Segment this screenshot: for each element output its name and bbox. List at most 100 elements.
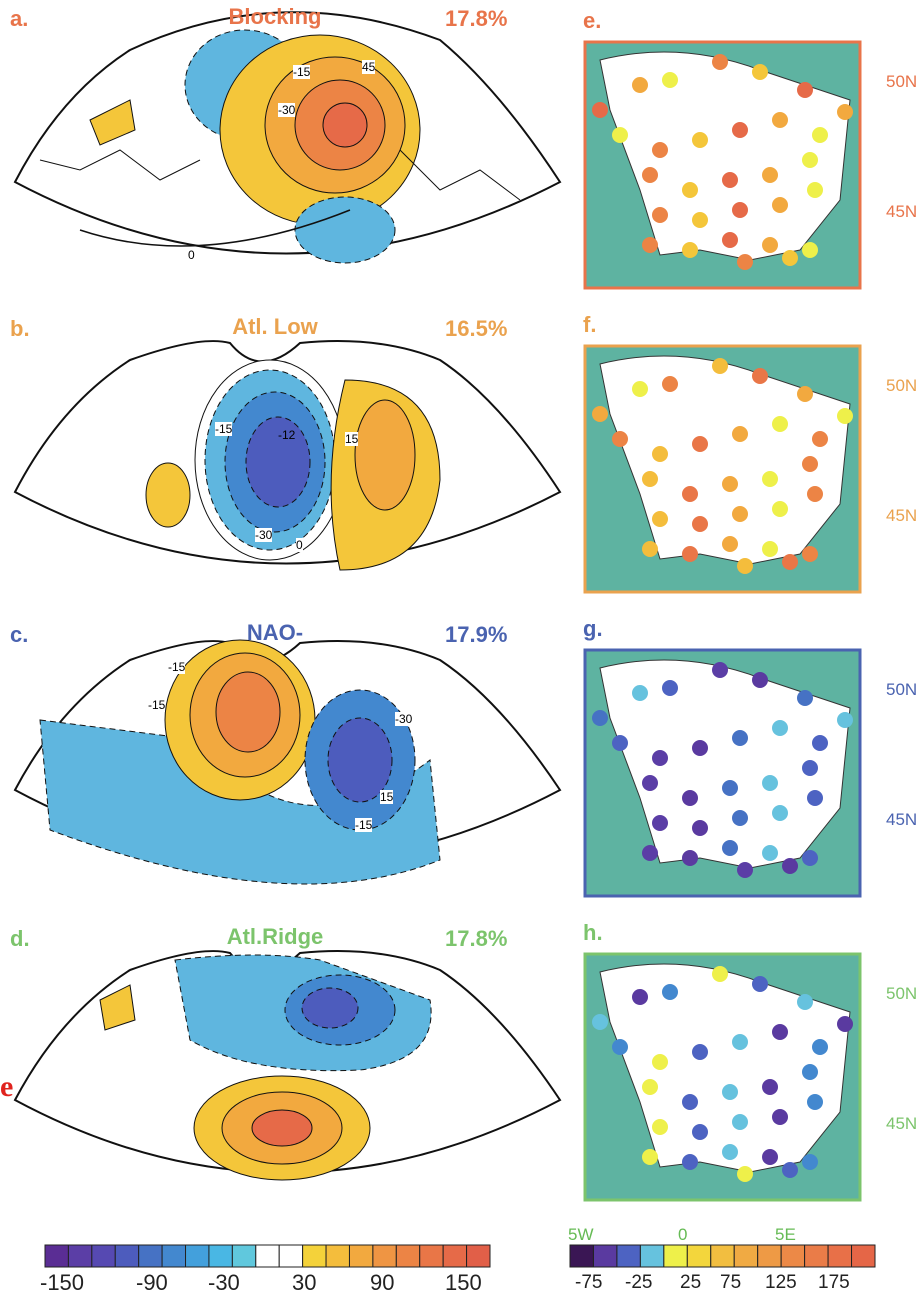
colorbar-swatch: [67, 1244, 93, 1268]
station-dot: [682, 242, 698, 258]
colorbar-swatch: [161, 1244, 187, 1268]
station-dot: [722, 780, 738, 796]
station-dot: [592, 1014, 608, 1030]
panel-label-d: d.: [10, 926, 30, 951]
station-dot: [662, 72, 678, 88]
station-dot: [782, 1162, 798, 1178]
station-dot: [762, 167, 778, 183]
station-dot: [762, 471, 778, 487]
lat-label: 45N: [886, 1114, 918, 1133]
panel-e-map: [583, 40, 862, 290]
panel-b-map: [13, 340, 562, 571]
station-dot: [762, 541, 778, 557]
panel-label-g: g.: [583, 616, 603, 641]
panel-title-b: Atl. Low: [232, 314, 318, 339]
panel-title-d: Atl.Ridge: [226, 924, 324, 949]
station-dot: [772, 501, 788, 517]
colorbar-tick: 150: [445, 1270, 482, 1295]
colorbar-tick: -75: [575, 1272, 603, 1293]
station-dot: [642, 471, 658, 487]
station-dot: [807, 790, 823, 806]
lat-label: 50N: [886, 72, 918, 91]
lat-label: 45N: [886, 810, 918, 829]
station-dot: [782, 250, 798, 266]
colorbar-swatch: [686, 1244, 712, 1268]
station-dot: [802, 152, 818, 168]
station-dot: [722, 232, 738, 248]
panel-label-f: f.: [583, 312, 597, 337]
colorbar-tick: 30: [292, 1270, 317, 1295]
station-dot: [732, 426, 748, 442]
station-dot: [722, 1144, 738, 1160]
contour-label: -15: [168, 660, 186, 674]
station-dot: [652, 511, 668, 527]
station-dot: [762, 1079, 778, 1095]
colorbar-swatch: [639, 1244, 665, 1268]
station-dot: [772, 1109, 788, 1125]
station-dot: [807, 182, 823, 198]
station-dot: [752, 672, 768, 688]
station-dot: [712, 358, 728, 374]
station-dot: [652, 1119, 668, 1135]
station-dot: [812, 735, 828, 751]
station-dot: [837, 712, 853, 728]
station-dot: [752, 368, 768, 384]
colorbar-swatch: [114, 1244, 140, 1268]
lon-label: 0: [678, 1225, 688, 1244]
station-dot: [772, 112, 788, 128]
station-dot: [807, 486, 823, 502]
colorbar-swatch: [710, 1244, 735, 1268]
contour-label: 45: [362, 60, 376, 74]
station-dot: [592, 710, 608, 726]
station-dot: [692, 436, 708, 452]
colorbar-swatch: [208, 1244, 233, 1268]
station-dot: [692, 516, 708, 532]
station-dot: [732, 1114, 748, 1130]
colorbar-swatch: [138, 1244, 163, 1268]
colorbar-swatch: [851, 1244, 876, 1268]
station-dot: [682, 182, 698, 198]
station-dot: [682, 1094, 698, 1110]
station-dot: [652, 815, 668, 831]
colorbar-tick: -90: [136, 1270, 168, 1295]
colorbar-tick: -25: [625, 1272, 653, 1293]
panel-a-map: [13, 11, 562, 264]
station-dot: [652, 207, 668, 223]
panel-label-h: h.: [583, 920, 603, 945]
colorbar-swatch: [395, 1244, 421, 1268]
station-dot: [807, 1094, 823, 1110]
station-dot: [662, 680, 678, 696]
contour-label: -15: [355, 818, 373, 832]
contour-label: 0: [296, 538, 303, 552]
station-dot: [682, 486, 698, 502]
station-dot: [692, 212, 708, 228]
station-dot: [837, 104, 853, 120]
station-dot: [802, 242, 818, 258]
panel-label-a: a.: [10, 6, 29, 31]
station-dot: [592, 406, 608, 422]
station-dot: [692, 132, 708, 148]
panel-pct-b: 16.5%: [445, 316, 508, 341]
station-dot: [692, 1124, 708, 1140]
station-dot: [642, 775, 658, 791]
colorbar-swatch: [780, 1244, 806, 1268]
panel-title-c: NAO-: [246, 620, 304, 645]
station-dot: [737, 254, 753, 270]
station-dot: [772, 197, 788, 213]
station-dot: [632, 685, 648, 701]
colorbar-swatch: [616, 1244, 641, 1268]
colorbar-swatch: [757, 1244, 782, 1268]
station-dot: [837, 1016, 853, 1032]
station-dot: [802, 456, 818, 472]
lat-label: 50N: [886, 680, 918, 699]
station-dot: [692, 820, 708, 836]
station-dot: [782, 554, 798, 570]
station-dot: [762, 845, 778, 861]
panel-pct-c: 17.9%: [445, 622, 508, 647]
panel-label-c: c.: [10, 622, 29, 647]
colorbar-swatch: [278, 1244, 304, 1268]
colorbar-swatch: [348, 1244, 374, 1268]
station-dot: [797, 82, 813, 98]
colorbar-swatch: [302, 1244, 327, 1268]
colorbar-tick: 175: [818, 1272, 850, 1293]
